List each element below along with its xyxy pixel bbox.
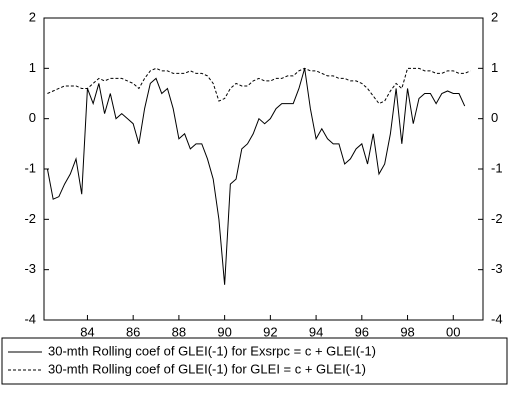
y2-tick-label: -4 bbox=[491, 311, 503, 326]
series-line bbox=[47, 67, 471, 105]
y-tick-label: 0 bbox=[29, 110, 36, 125]
series-line bbox=[46, 68, 466, 285]
plot-frame bbox=[43, 17, 484, 321]
x-tick-label: 96 bbox=[355, 324, 369, 339]
x-tick-label: 92 bbox=[263, 324, 277, 339]
y2-tick-label: -2 bbox=[491, 211, 503, 226]
y-tick-label: -1 bbox=[24, 160, 36, 175]
y-tick-label: 1 bbox=[29, 60, 36, 75]
y2-tick-label: 1 bbox=[491, 60, 498, 75]
y-tick-label: -4 bbox=[24, 311, 36, 326]
y-tick-label: -3 bbox=[24, 261, 36, 276]
legend-label: 30-mth Rolling coef of GLEI(-1) for Exsr… bbox=[48, 343, 376, 358]
x-tick-label: 94 bbox=[309, 324, 323, 339]
legend-label: 30-mth Rolling coef of GLEI(-1) for GLEI… bbox=[48, 361, 366, 376]
y2-tick-label: 0 bbox=[491, 110, 498, 125]
x-tick-label: 84 bbox=[80, 324, 94, 339]
y2-tick-label: -1 bbox=[491, 160, 503, 175]
legend-box bbox=[1, 337, 508, 385]
x-tick-label: 88 bbox=[172, 324, 186, 339]
x-tick-label: 90 bbox=[217, 324, 231, 339]
x-tick-label: 00 bbox=[446, 324, 460, 339]
y2-tick-label: -3 bbox=[491, 261, 503, 276]
y-tick-label: -2 bbox=[24, 211, 36, 226]
x-tick-label: 98 bbox=[400, 324, 414, 339]
y-tick-label: 2 bbox=[29, 9, 36, 24]
y2-tick-label: 2 bbox=[491, 9, 498, 24]
x-tick-label: 86 bbox=[126, 324, 140, 339]
